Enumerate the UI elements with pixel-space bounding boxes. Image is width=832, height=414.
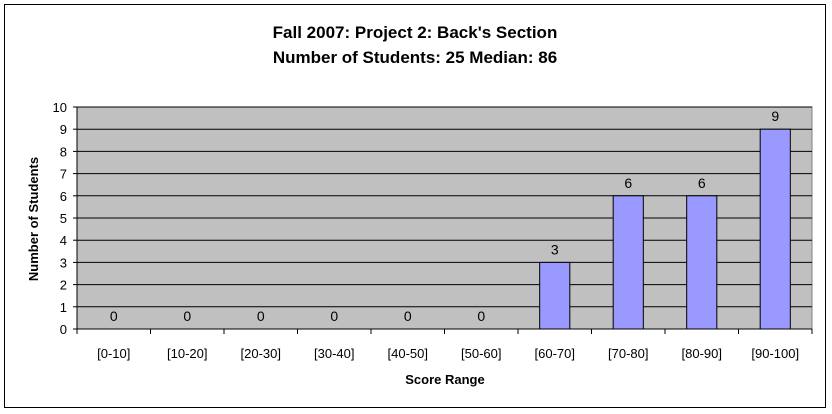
- data-labels: 0 0 0 0 0 0 3 6 6 9: [110, 108, 780, 324]
- y-tick-label: 9: [60, 122, 67, 137]
- data-label: 6: [698, 175, 706, 191]
- x-axis-title: Score Range: [405, 372, 484, 387]
- data-label: 0: [330, 308, 338, 324]
- x-tick-label: [20-30]: [241, 346, 281, 361]
- chart-subtitle: Number of Students: 25 Median: 86: [273, 48, 557, 67]
- data-label: 9: [771, 108, 779, 124]
- y-tick-label: 8: [60, 144, 67, 159]
- y-tick-label: 1: [60, 300, 67, 315]
- data-label: 0: [110, 308, 118, 324]
- y-tick-label: 7: [60, 167, 67, 182]
- data-label: 6: [624, 175, 632, 191]
- x-tick-label: [10-20]: [167, 346, 207, 361]
- x-axis-ticks: [0-10] [10-20] [20-30] [30-40] [40-50] [50-60…: [76, 329, 813, 361]
- y-tick-label: 2: [60, 278, 67, 293]
- y-tick-label: 10: [53, 100, 67, 115]
- x-tick-label: [50-60]: [461, 346, 501, 361]
- x-tick-label: [40-50]: [388, 346, 428, 361]
- x-tick-label: [80-90]: [682, 346, 722, 361]
- y-axis-title: Number of Students: [26, 157, 41, 281]
- bar: [612, 195, 644, 330]
- bar: [759, 128, 791, 330]
- data-label: 0: [183, 308, 191, 324]
- x-tick-label: [0-10]: [97, 346, 130, 361]
- x-tick-label: [60-70]: [535, 346, 575, 361]
- data-label: 0: [257, 308, 265, 324]
- data-label: 3: [551, 241, 559, 257]
- x-tick-label: [70-80]: [608, 346, 648, 361]
- y-tick-label: 3: [60, 255, 67, 270]
- chart-title: Fall 2007: Project 2: Back's Section: [273, 23, 558, 42]
- data-label: 0: [477, 308, 485, 324]
- x-tick-label: [30-40]: [314, 346, 354, 361]
- y-tick-label: 5: [60, 211, 67, 226]
- y-tick-label: 4: [60, 233, 67, 248]
- data-label: 0: [404, 308, 412, 324]
- y-tick-label: 0: [60, 322, 67, 337]
- x-tick-label: [90-100]: [751, 346, 799, 361]
- bar: [686, 195, 718, 330]
- y-tick-label: 6: [60, 189, 67, 204]
- bar: [539, 261, 571, 330]
